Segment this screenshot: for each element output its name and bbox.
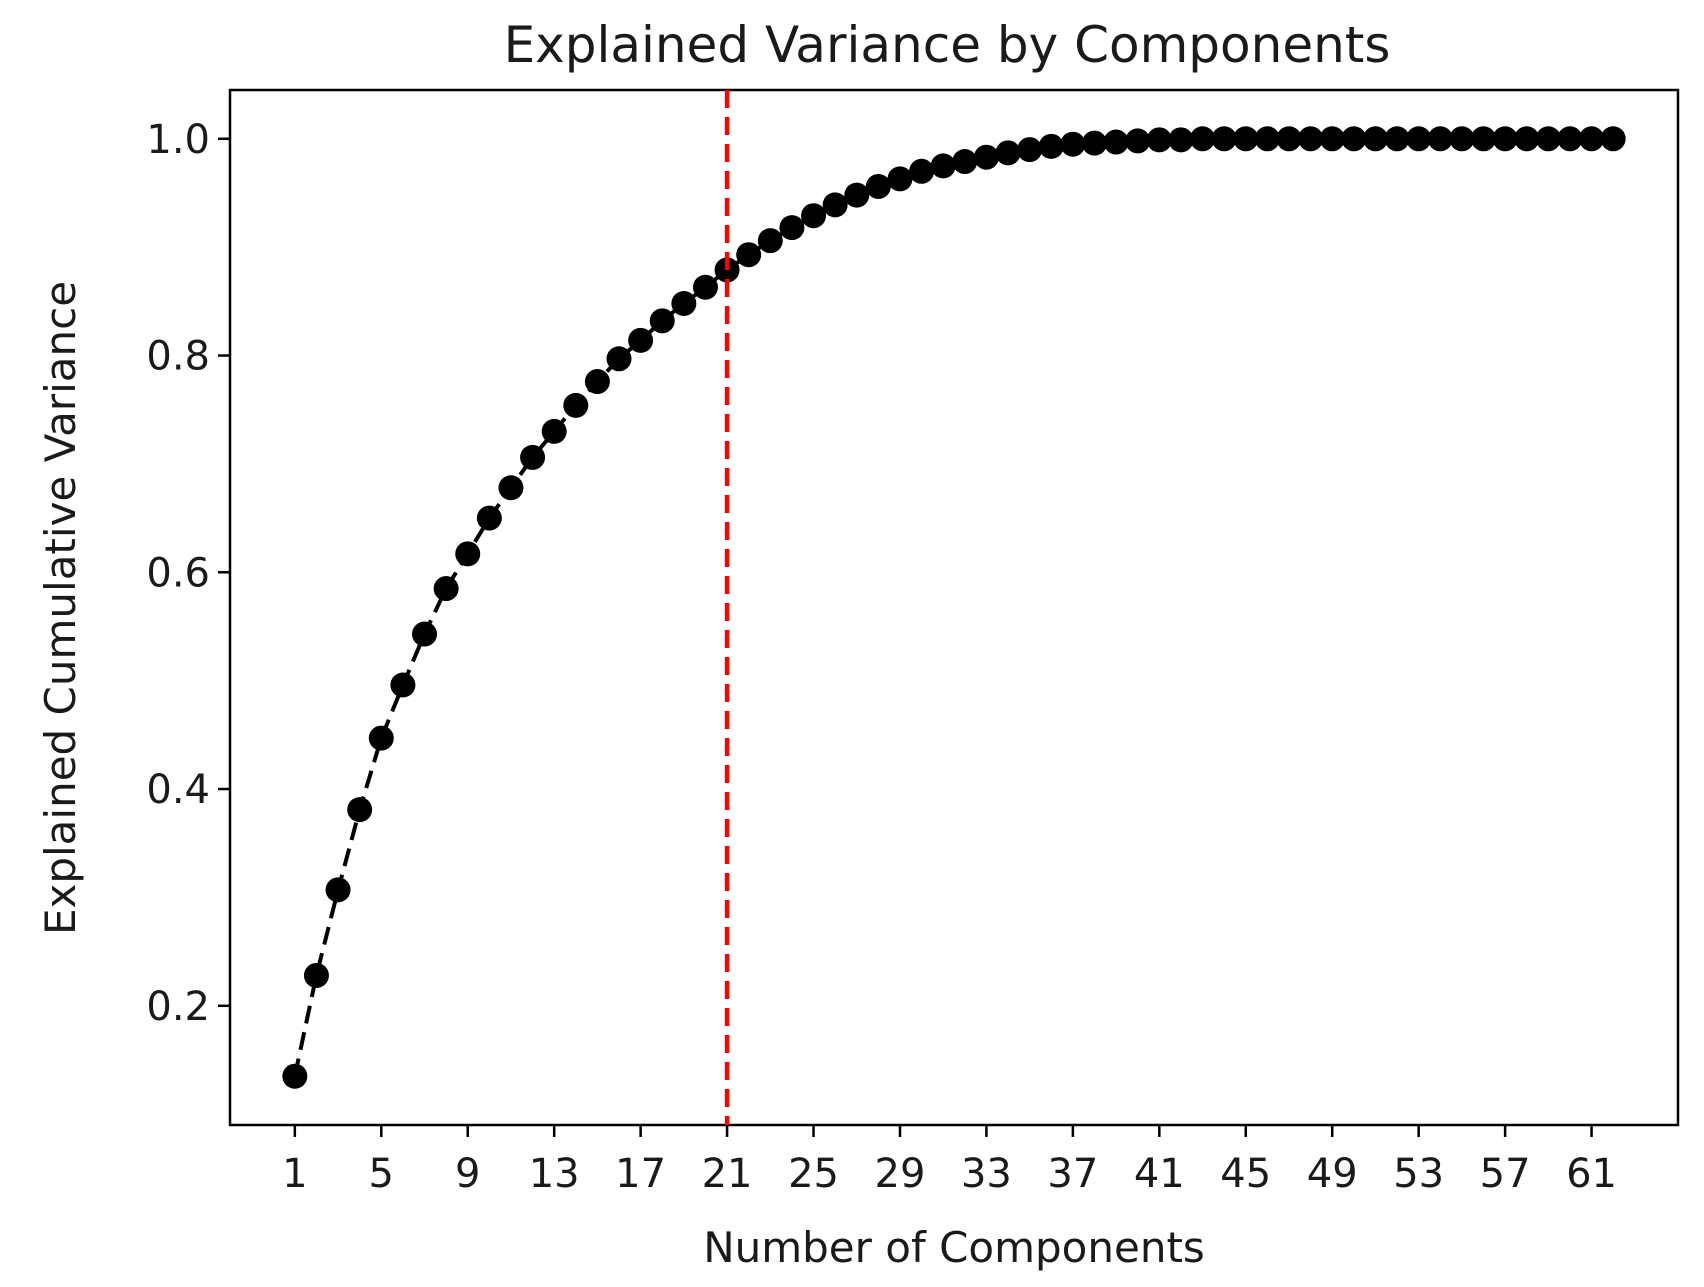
data-point: [822, 192, 848, 218]
data-point: [347, 797, 373, 823]
plot-area-frame: [228, 88, 1680, 1127]
y-tick-label: 0.4: [146, 767, 210, 813]
data-point: [865, 173, 891, 199]
x-tick-label: 37: [1047, 1151, 1098, 1197]
data-point: [606, 346, 632, 372]
data-point: [1384, 126, 1410, 152]
y-tick-label: 1.0: [146, 117, 210, 163]
data-point: [1125, 128, 1151, 154]
data-point: [1579, 126, 1605, 152]
chart-title: Explained Variance by Components: [504, 16, 1391, 74]
y-tick-label: 0.2: [146, 984, 210, 1030]
data-point: [1081, 130, 1107, 156]
data-point: [1103, 129, 1129, 155]
data-point: [498, 475, 524, 501]
data-point: [541, 418, 567, 444]
data-point: [1535, 126, 1561, 152]
x-tick-label: 57: [1480, 1151, 1531, 1197]
y-axis-ticks: 0.2 0.4 0.6 0.8 1.0: [146, 117, 230, 1030]
data-point: [1557, 126, 1583, 152]
x-tick-label: 45: [1220, 1151, 1271, 1197]
x-tick-label: 5: [369, 1151, 394, 1197]
x-tick-label: 9: [455, 1151, 480, 1197]
x-tick-label: 49: [1307, 1151, 1358, 1197]
data-point: [1168, 127, 1194, 153]
data-point: [671, 291, 697, 317]
data-point: [1449, 126, 1475, 152]
data-point: [455, 541, 481, 567]
data-point: [1146, 127, 1172, 153]
data-point: [628, 327, 654, 353]
x-tick-label: 17: [615, 1151, 666, 1197]
data-point: [973, 144, 999, 170]
data-point: [368, 725, 394, 751]
data-point: [736, 242, 762, 268]
data-point: [1341, 126, 1367, 152]
data-point: [1427, 126, 1453, 152]
data-point: [412, 621, 438, 647]
x-axis-title: Number of Components: [703, 1223, 1205, 1272]
data-point: [995, 140, 1021, 166]
x-tick-label: 29: [875, 1151, 926, 1197]
data-point: [282, 1063, 308, 1089]
data-point: [1060, 131, 1086, 157]
series-layer: [282, 126, 1626, 1089]
data-point: [887, 166, 913, 192]
y-axis-title: Explained Cumulative Variance: [36, 281, 85, 935]
data-point: [1600, 126, 1626, 152]
data-point: [1233, 126, 1259, 152]
data-point: [1514, 126, 1540, 152]
x-tick-label: 53: [1393, 1151, 1444, 1197]
data-point: [1470, 126, 1496, 152]
data-point: [1362, 126, 1388, 152]
x-tick-label: 33: [961, 1151, 1012, 1197]
x-tick-label: 1: [282, 1151, 307, 1197]
data-point: [649, 308, 675, 334]
x-tick-label: 25: [788, 1151, 839, 1197]
data-point: [584, 369, 610, 395]
data-point: [520, 444, 546, 470]
data-point: [930, 153, 956, 179]
y-tick-label: 0.6: [146, 550, 210, 596]
x-tick-label: 61: [1566, 1151, 1617, 1197]
data-point: [1254, 126, 1280, 152]
data-point: [757, 228, 783, 254]
data-point: [952, 149, 978, 175]
data-point: [1190, 126, 1216, 152]
x-axis-ticks: 1 5 9 13 17 21 25 29 33 37 41 45 49 53 57 61: [282, 1125, 1617, 1197]
data-point: [325, 877, 351, 903]
x-tick-label: 13: [529, 1151, 580, 1197]
x-tick-label: 41: [1134, 1151, 1185, 1197]
data-point: [433, 576, 459, 602]
data-point: [692, 274, 718, 300]
data-point: [1038, 133, 1064, 159]
data-point: [1406, 126, 1432, 152]
data-point: [1492, 126, 1518, 152]
data-point: [390, 672, 416, 698]
data-point: [303, 962, 329, 988]
data-point: [563, 392, 589, 418]
data-point: [1298, 126, 1324, 152]
data-point: [1211, 126, 1237, 152]
y-tick-label: 0.8: [146, 334, 210, 380]
data-point: [1276, 126, 1302, 152]
data-point: [801, 203, 827, 229]
data-point: [476, 505, 502, 531]
data-point: [844, 182, 870, 208]
x-tick-label: 21: [702, 1151, 753, 1197]
data-point: [779, 215, 805, 241]
data-point: [909, 158, 935, 184]
data-point: [1017, 137, 1043, 163]
data-point: [1319, 126, 1345, 152]
